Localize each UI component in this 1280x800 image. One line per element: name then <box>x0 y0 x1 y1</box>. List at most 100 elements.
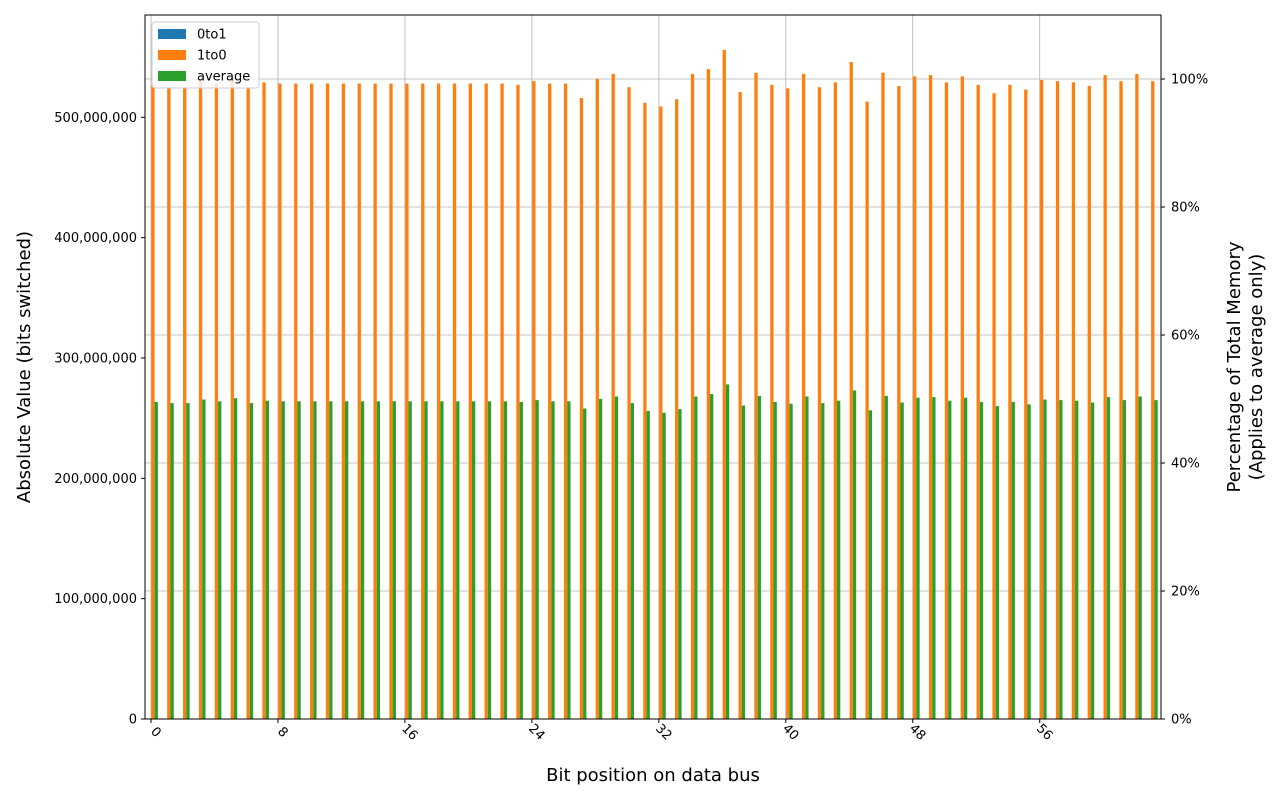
bar-1to0 <box>421 83 425 720</box>
bar-average <box>218 401 222 719</box>
bar-1to0 <box>484 83 488 720</box>
bar-average <box>551 401 555 719</box>
bar-average <box>1122 400 1126 719</box>
bar-1to0 <box>992 93 996 719</box>
y-axis-title: Absolute Value (bits switched) <box>14 231 35 503</box>
y2-tick-label: 20% <box>1171 585 1200 600</box>
bar-1to0 <box>532 81 536 719</box>
bar-1to0 <box>801 73 806 719</box>
bar-1to0 <box>452 83 457 720</box>
y-tick-label: 500,000,000 <box>54 111 137 126</box>
bar-average <box>583 408 587 719</box>
bar-1to0 <box>516 84 520 720</box>
bar-average <box>297 401 301 719</box>
bar-1to0 <box>770 84 774 720</box>
bar-average <box>345 401 349 719</box>
bar-average <box>694 396 698 719</box>
bar-1to0 <box>1151 81 1155 719</box>
y-tick-label: 300,000,000 <box>54 351 137 366</box>
bar-1to0 <box>151 84 155 720</box>
bar-average <box>1043 399 1047 719</box>
bar-average <box>852 390 857 719</box>
bar-average <box>1106 397 1111 719</box>
bar-1to0 <box>706 69 711 719</box>
legend-label-0to1: 0to1 <box>197 28 227 43</box>
y-tick-label: 100,000,000 <box>54 592 137 607</box>
y-tick-label: 400,000,000 <box>54 231 137 246</box>
legend-label-1to0: 1to0 <box>197 49 227 64</box>
bar-1to0 <box>1040 79 1044 719</box>
bar-1to0 <box>167 87 171 719</box>
bar-average <box>678 409 682 719</box>
legend-swatch-1to0 <box>158 50 186 60</box>
x-axis-title: Bit position on data bus <box>546 765 760 786</box>
plot-frame <box>144 14 1162 720</box>
bar-average <box>392 401 396 719</box>
bar-1to0 <box>389 83 393 720</box>
bar-average <box>630 403 634 719</box>
bar-average <box>757 395 761 719</box>
bar-1to0 <box>817 87 822 719</box>
bar-1to0 <box>230 77 234 720</box>
bar-average <box>995 406 1000 719</box>
bar-1to0 <box>881 72 885 719</box>
y2-tick-label: 60% <box>1171 329 1200 344</box>
bar-average <box>1011 401 1015 719</box>
bar-average <box>725 384 730 719</box>
bar-average <box>1059 400 1063 719</box>
bar-average <box>329 401 333 719</box>
bar-1to0 <box>643 102 647 720</box>
bar-1to0 <box>1087 86 1091 719</box>
x-tick-label: 56 <box>1033 721 1055 743</box>
bar-average <box>202 399 206 719</box>
bar-average <box>916 397 920 719</box>
bar-1to0 <box>563 83 568 720</box>
bar-average <box>710 394 714 719</box>
bar-1to0 <box>928 75 933 719</box>
bar-1to0 <box>548 83 552 720</box>
legend-swatch-average <box>158 71 186 81</box>
bar-average <box>884 395 888 719</box>
bar-average <box>424 401 428 719</box>
bar-1to0 <box>357 83 361 720</box>
y2-tick-label: 80% <box>1171 201 1200 216</box>
bar-average <box>821 403 825 719</box>
bar-1to0 <box>500 83 504 720</box>
bar-average <box>932 397 936 719</box>
bar-average <box>281 401 285 719</box>
x-tick-label: 0 <box>147 724 163 740</box>
bar-average <box>979 401 984 719</box>
bar-1to0 <box>865 101 869 719</box>
legend-label-average: average <box>197 70 250 85</box>
x-tick-label: 8 <box>274 724 290 740</box>
x-tick-label: 32 <box>652 721 674 743</box>
y2-tick-label: 0% <box>1171 713 1192 728</box>
bar-1to0 <box>1024 89 1028 720</box>
bar-average <box>948 400 952 719</box>
bar-1to0 <box>1135 73 1139 719</box>
bar-1to0 <box>373 83 377 720</box>
bar-1to0 <box>278 83 282 720</box>
bar-1to0 <box>690 73 695 719</box>
bar-1to0 <box>405 83 409 720</box>
legend: 0to1 1to0 average <box>151 21 260 89</box>
bar-average <box>1138 396 1142 719</box>
bar-average <box>789 403 793 719</box>
x-tick-label: 16 <box>398 721 420 743</box>
bar-1to0 <box>976 84 980 720</box>
bar-1to0 <box>833 82 838 719</box>
bar-average <box>646 410 650 719</box>
bar-1to0 <box>627 87 631 719</box>
bar-1to0 <box>786 88 790 719</box>
bar-1to0 <box>960 76 964 719</box>
bar-average <box>503 401 508 719</box>
bar-1to0 <box>1071 82 1076 719</box>
bar-average <box>1027 404 1031 719</box>
bar-1to0 <box>897 86 901 719</box>
bar-average <box>614 396 619 719</box>
bar-1to0 <box>849 61 853 719</box>
bar-1to0 <box>1055 81 1060 719</box>
bar-1to0 <box>675 99 679 719</box>
bar-average <box>868 410 873 719</box>
